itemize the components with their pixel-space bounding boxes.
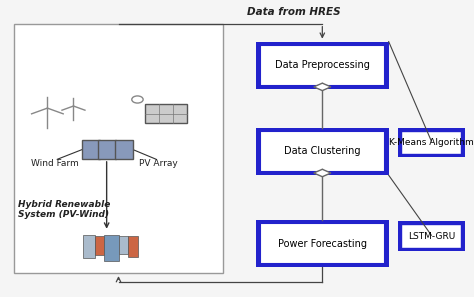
Bar xyxy=(398,128,465,157)
Bar xyxy=(95,236,104,255)
Bar xyxy=(145,104,187,123)
Bar xyxy=(401,225,461,248)
Bar xyxy=(128,236,138,257)
Text: LSTM-GRU: LSTM-GRU xyxy=(408,232,455,241)
Text: K-Means Algorithm: K-Means Algorithm xyxy=(389,138,474,147)
Text: Data Clustering: Data Clustering xyxy=(284,146,361,157)
Bar xyxy=(256,220,389,267)
Text: Data from HRES: Data from HRES xyxy=(247,7,341,18)
Text: Wind Farm: Wind Farm xyxy=(31,159,78,168)
Bar xyxy=(82,140,100,159)
Bar xyxy=(14,24,223,273)
Bar xyxy=(260,223,385,264)
Bar xyxy=(256,42,389,89)
Bar xyxy=(115,140,133,159)
Bar xyxy=(256,128,389,175)
Bar xyxy=(83,235,95,258)
Text: Power Forecasting: Power Forecasting xyxy=(278,238,367,249)
Bar xyxy=(401,131,461,154)
Text: PV Array: PV Array xyxy=(139,159,178,168)
Bar xyxy=(104,235,118,261)
Text: Hybrid Renewable
System (PV-Wind): Hybrid Renewable System (PV-Wind) xyxy=(18,200,110,219)
Polygon shape xyxy=(314,169,331,177)
Bar xyxy=(98,140,116,159)
Bar xyxy=(260,45,385,86)
Polygon shape xyxy=(314,83,331,91)
Bar xyxy=(398,221,465,251)
Bar xyxy=(118,236,128,254)
Text: Data Preprocessing: Data Preprocessing xyxy=(275,60,370,70)
Bar xyxy=(260,131,385,172)
